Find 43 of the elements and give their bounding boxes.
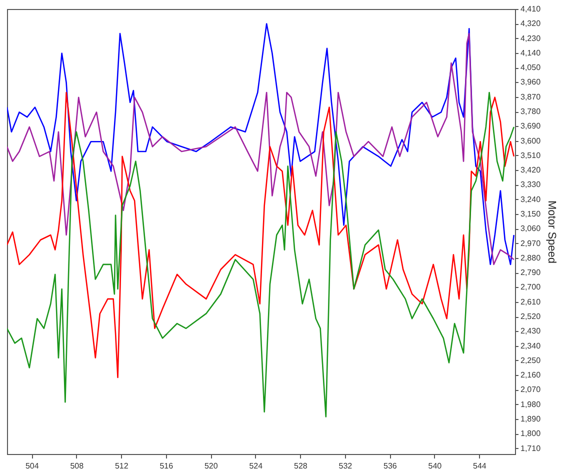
x-tick-label: 516	[160, 462, 174, 470]
y-tick-label: 2,070	[520, 385, 542, 394]
y-axis-title: Motor Speed	[546, 200, 558, 264]
y-tick-label: 1,890	[520, 414, 542, 424]
y-tick-label: 3,870	[520, 92, 542, 102]
y-tick-label: 1,710	[520, 444, 542, 453]
y-tick-label: 4,140	[520, 48, 542, 58]
x-tick-label: 508	[70, 462, 84, 470]
x-tick-label: 540	[428, 462, 442, 470]
x-tick-label: 544	[473, 462, 487, 470]
y-tick-label: 2,610	[520, 297, 542, 306]
y-tick-label: 2,700	[520, 282, 542, 292]
y-tick-label: 4,050	[520, 63, 542, 72]
y-tick-label: 1,800	[520, 429, 542, 438]
y-tick-label: 3,600	[520, 136, 542, 146]
y-tick-label: 3,330	[520, 180, 542, 190]
y-tick-label: 4,410	[520, 4, 542, 14]
y-tick-label: 3,420	[520, 166, 542, 175]
x-tick-label: 536	[384, 462, 398, 470]
y-tick-label: 3,150	[520, 210, 542, 219]
y-tick-label: 2,430	[520, 326, 542, 336]
x-tick-label: 532	[338, 462, 353, 470]
y-tick-label: 2,520	[520, 312, 542, 322]
y-tick-label: 3,060	[520, 224, 542, 234]
y-tick-label: 3,690	[520, 122, 542, 131]
y-tick-label: 1,980	[520, 400, 542, 409]
y-tick-label: 4,230	[520, 34, 542, 43]
x-tick-label: 528	[294, 462, 308, 470]
x-tick-label: 512	[114, 462, 129, 470]
y-tick-label: 3,510	[520, 150, 542, 160]
x-tick-label: 504	[25, 462, 40, 470]
x-tick-label: 524	[249, 462, 264, 470]
y-tick-label: 2,160	[520, 370, 542, 380]
x-tick-label: 520	[204, 462, 218, 470]
y-tick-label: 2,250	[520, 356, 542, 365]
y-tick-label: 2,340	[520, 341, 542, 350]
y-tick-label: 2,790	[520, 268, 542, 278]
y-tick-label: 2,880	[520, 253, 542, 262]
y-tick-label: 3,780	[520, 107, 542, 116]
y-tick-label: 2,970	[520, 238, 542, 248]
y-tick-label: 3,240	[520, 194, 542, 204]
y-tick-label: 4,320	[520, 19, 542, 28]
y-tick-label: 3,960	[520, 78, 542, 87]
